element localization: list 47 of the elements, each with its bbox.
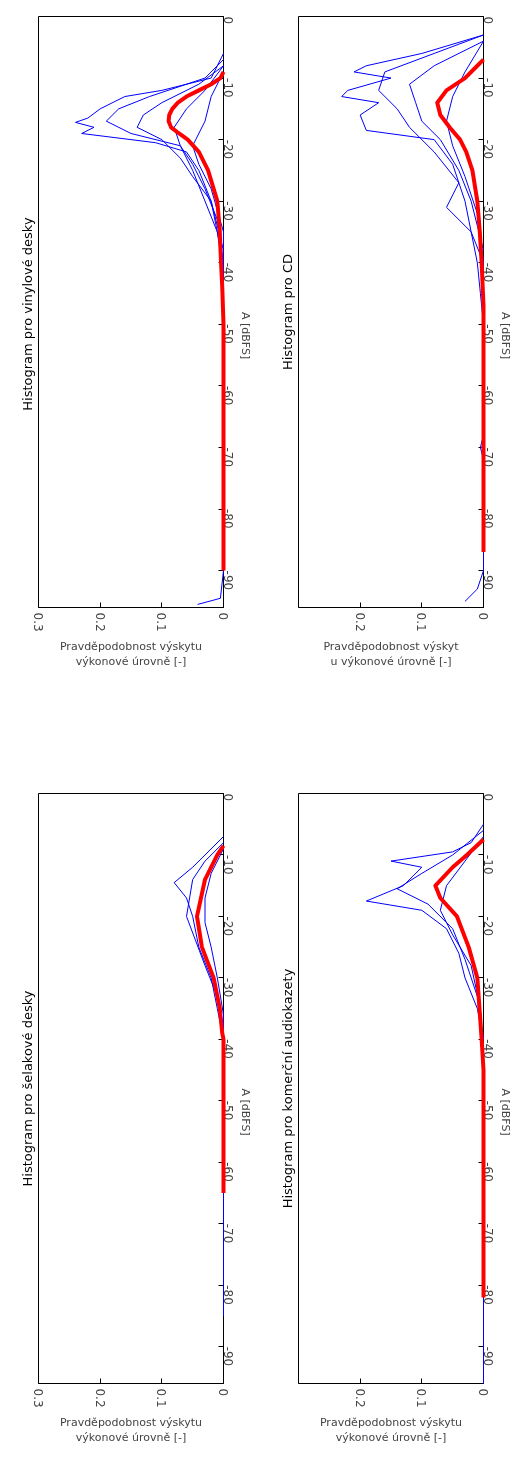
x-axis-title: Pravděpodobnost výskyt u výkonové úrovně [-]	[323, 639, 460, 669]
x-axis-title: Pravděpodobnost výskytu výkonové úrovně [-]	[59, 1415, 203, 1445]
y-tick-label: -10	[221, 78, 235, 98]
x-tick-label: 0.3	[31, 612, 45, 632]
y-tick-label: 0	[481, 16, 495, 25]
y-tick-label: -80	[221, 1285, 235, 1305]
y-tick-label: -40	[481, 262, 495, 283]
y-tick-label: -30	[481, 201, 495, 221]
y-tick-label: -10	[221, 854, 235, 875]
y-tick-label: -90	[221, 1346, 235, 1367]
y-axis-title: A [dBFS]	[499, 312, 512, 360]
x-tick-label: 0.1	[414, 1388, 429, 1408]
y-axis-title: A [dBFS]	[239, 1088, 252, 1136]
y-tick-label: -10	[481, 854, 495, 875]
x-tick-label: 0.3	[31, 1388, 45, 1408]
y-tick-label: -30	[221, 201, 235, 221]
y-tick-label: -30	[221, 977, 235, 998]
y-tick-label: 0	[221, 16, 235, 25]
y-tick-label: 0	[221, 793, 235, 802]
text: Histogram pro šelakové desky	[19, 990, 35, 1187]
y-tick-label: -90	[481, 1346, 495, 1367]
x-tick-label: 0.1	[154, 1388, 169, 1408]
y-tick-label: -90	[221, 570, 235, 591]
text: Histogram pro CD	[279, 253, 295, 371]
y-tick-label: -40	[221, 262, 235, 283]
y-tick-label: -20	[481, 916, 495, 937]
x-tick-label: 0.2	[352, 612, 367, 632]
x-tick-label: 0.1	[414, 612, 429, 632]
y-axis-title: A [dBFS]	[239, 312, 252, 360]
x-axis-title: Pravděpodobnost výskytu výkonové úrovně [-]	[59, 639, 203, 669]
y-tick-label: -30	[481, 977, 495, 998]
x-tick-label: 0.2	[92, 612, 107, 632]
text: Histogram pro komerční audiokazety	[279, 968, 295, 1209]
y-tick-label: -20	[221, 139, 235, 160]
y-tick-label: 0	[481, 793, 495, 802]
x-tick-label: 0.2	[92, 1388, 107, 1408]
y-tick-label: -90	[481, 570, 495, 591]
y-tick-label: -10	[481, 78, 495, 98]
x-tick-label: 0.1	[154, 612, 169, 632]
x-axis-title: Pravděpodobnost výskytu výkonové úrovně [-]	[319, 1415, 463, 1445]
text: Histogram pro vinylové desky	[19, 217, 35, 411]
y-tick-label: -40	[481, 1039, 495, 1059]
x-tick-label: 0.2	[352, 1388, 367, 1408]
y-tick-label: -20	[481, 139, 495, 160]
y-tick-label: -70	[221, 1223, 235, 1244]
y-axis-title: A [dBFS]	[499, 1088, 512, 1136]
y-tick-label: -20	[221, 916, 235, 937]
